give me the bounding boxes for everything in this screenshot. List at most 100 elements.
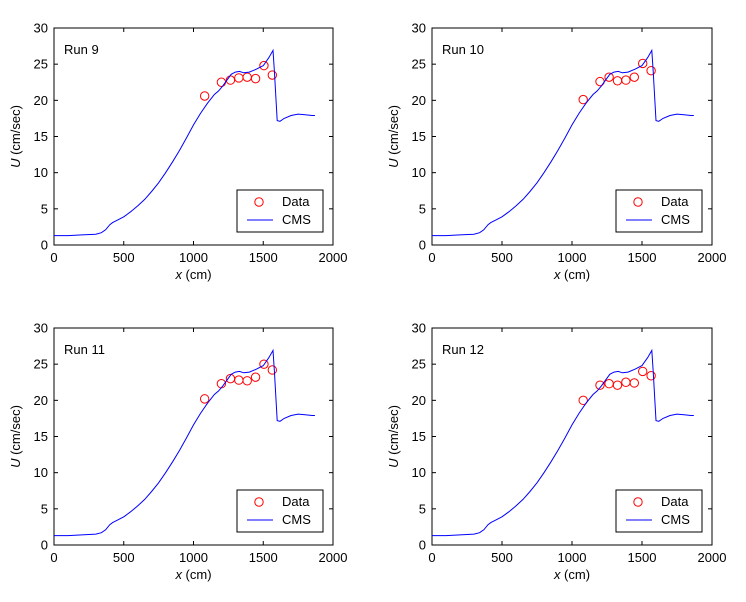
x-tick-label: 1000: [558, 550, 587, 565]
run-label: Run 10: [442, 42, 484, 57]
data-point: [259, 60, 269, 71]
x-tick-label: 2000: [319, 550, 348, 565]
y-axis-unit: (cm/sec): [8, 105, 23, 158]
cms-series-line: [54, 348, 315, 537]
y-axis-variable: U: [386, 158, 401, 168]
data-point: [629, 378, 639, 388]
y-axis-variable: U: [8, 158, 23, 168]
data-point: [646, 371, 656, 381]
run-label: Run 9: [64, 42, 99, 57]
x-tick-label: 500: [113, 250, 135, 265]
y-tick-label: 10: [34, 465, 48, 480]
y-tick-label: 0: [419, 238, 426, 253]
legend-data-label: Data: [282, 494, 310, 509]
y-axis-label: U (cm/sec): [386, 105, 401, 168]
y-axis-label: U (cm/sec): [8, 105, 23, 168]
data-point: [242, 376, 252, 386]
legend-data-label: Data: [661, 194, 689, 209]
data-point: [629, 72, 639, 82]
x-tick-label: 2000: [698, 250, 727, 265]
chart-panel: 0 500 1000 1500 2000 0 5 10 15 20 25 30 x (cm) U (cm/…: [8, 321, 347, 583]
y-tick-label: 15: [34, 429, 48, 444]
x-tick-label: 500: [491, 250, 513, 265]
data-point: [621, 75, 631, 85]
y-tick-label: 0: [419, 538, 426, 553]
x-axis-unit: (cm): [560, 267, 590, 282]
legend-data-marker: [633, 197, 643, 207]
data-point: [267, 70, 278, 80]
data-point: [259, 359, 269, 369]
x-axis-label: x (cm): [553, 267, 590, 282]
y-tick-label: 15: [412, 429, 426, 444]
data-point: [612, 380, 623, 390]
y-axis-label: U (cm/sec): [386, 405, 401, 468]
legend-cms-label: CMS: [282, 512, 311, 527]
y-tick-label: 15: [34, 129, 48, 144]
run-label: Run 11: [64, 342, 105, 357]
y-tick-label: 10: [412, 465, 426, 480]
legend-cms-label: CMS: [661, 212, 690, 227]
x-tick-label: 2000: [698, 550, 727, 565]
y-tick-label: 30: [412, 21, 426, 36]
y-axis-unit: (cm/sec): [386, 405, 401, 458]
legend-box: [615, 189, 703, 233]
data-point: [621, 377, 631, 387]
y-tick-label: 20: [412, 93, 426, 108]
x-tick-label: 0: [428, 250, 435, 265]
x-tick-label: 1000: [558, 250, 587, 265]
x-tick-label: 1500: [249, 550, 278, 565]
y-tick-label: 10: [412, 165, 426, 180]
data-point: [578, 94, 588, 105]
data-point: [199, 394, 210, 404]
data-point: [250, 372, 261, 382]
x-tick-label: 500: [113, 550, 135, 565]
y-tick-label: 30: [412, 321, 426, 336]
y-tick-label: 0: [41, 538, 48, 553]
legend-cms-label: CMS: [661, 512, 690, 527]
x-axis-label: x (cm): [553, 567, 590, 582]
x-tick-label: 1000: [179, 250, 208, 265]
y-tick-label: 20: [412, 393, 426, 408]
x-tick-label: 1000: [179, 550, 208, 565]
data-point: [199, 91, 210, 101]
y-tick-label: 15: [412, 129, 426, 144]
data-point: [612, 76, 623, 86]
data-point: [604, 72, 614, 82]
cms-series-line: [54, 48, 315, 237]
x-axis-unit: (cm): [182, 267, 212, 282]
data-point: [638, 366, 648, 377]
y-tick-label: 25: [34, 357, 48, 372]
x-axis-variable: x: [174, 267, 182, 282]
data-point: [250, 73, 261, 84]
legend-box: [236, 489, 324, 533]
x-tick-label: 1500: [628, 250, 657, 265]
data-point: [234, 375, 244, 385]
y-tick-label: 20: [34, 393, 48, 408]
x-axis-label: x (cm): [174, 567, 211, 582]
x-tick-label: 0: [428, 550, 435, 565]
y-tick-label: 5: [41, 201, 48, 216]
data-point: [267, 365, 278, 375]
x-tick-label: 500: [491, 550, 513, 565]
y-axis-unit: (cm/sec): [8, 405, 23, 458]
x-axis-variable: x: [553, 267, 561, 282]
legend-data-marker: [254, 197, 264, 207]
cms-series-line: [432, 48, 694, 237]
chart-panel: 0 500 1000 1500 2000 0 5 10 15 20 25 30 x (cm) U (cm/…: [8, 21, 347, 283]
legend-box: [615, 489, 703, 533]
chart-panel: 0 500 1000 1500 2000 0 5 10 15 20 25 30 x (cm) U (cm/…: [386, 21, 726, 283]
y-tick-label: 30: [34, 21, 48, 36]
data-point: [242, 72, 252, 82]
chart-panel: 0 500 1000 1500 2000 0 5 10 15 20 25 30 x (cm) U (cm/…: [386, 321, 726, 583]
legend-data-label: Data: [661, 494, 689, 509]
legend-box: [236, 189, 324, 233]
y-axis-variable: U: [8, 458, 23, 468]
x-tick-label: 1500: [249, 250, 278, 265]
y-axis-unit: (cm/sec): [386, 105, 401, 158]
data-point: [578, 395, 588, 406]
legend-cms-label: CMS: [282, 212, 311, 227]
y-tick-label: 25: [412, 357, 426, 372]
y-tick-label: 25: [34, 57, 48, 72]
x-tick-label: 1500: [628, 550, 657, 565]
